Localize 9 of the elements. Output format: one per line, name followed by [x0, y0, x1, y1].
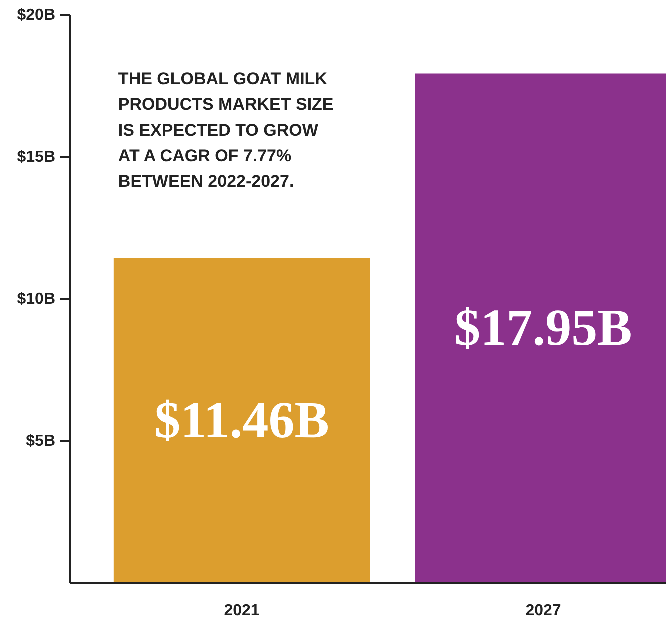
y-tick-label: $5B [26, 433, 56, 450]
x-tick-label: 2027 [526, 602, 562, 620]
x-tick-label: 2021 [224, 602, 260, 620]
y-tick-label: $20B [17, 7, 56, 24]
data-label: $17.95B [454, 300, 632, 358]
y-tick-label: $10B [17, 291, 56, 308]
annotation: THE GLOBAL GOAT MILK PRODUCTS MARKET SIZE IS EXPECTED TO GROW AT A CAGR OF 7.77% BETWEEN 2022-2027. [118, 69, 334, 192]
data-label: $11.46B [154, 392, 330, 450]
y-tick-label: $15B [17, 149, 56, 166]
